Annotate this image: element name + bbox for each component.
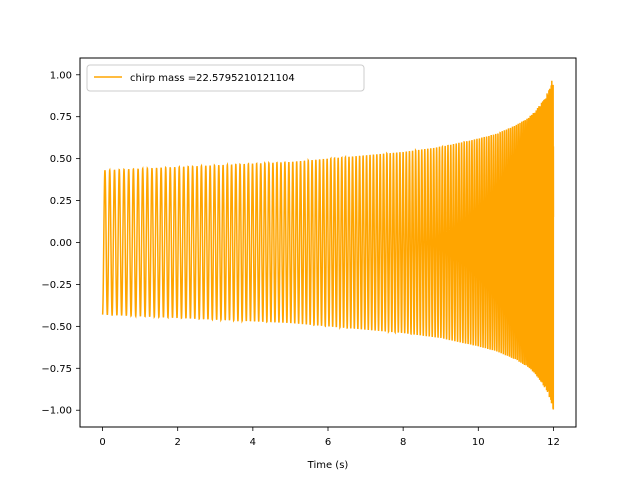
legend-label: chirp mass =22.5795210121104 [130,73,295,84]
y-tick-label: −0.50 [41,322,72,333]
x-tick-label: 6 [325,437,331,448]
y-tick-label: −1.00 [41,406,72,417]
y-tick-label: 0.75 [50,112,72,123]
y-axis-ticks: −1.00 −0.75 −0.50 −0.25 0.00 0.25 0.50 0.75 1.00 [41,70,80,417]
y-tick-label: 1.00 [50,70,72,81]
y-tick-label: −0.25 [41,280,72,291]
x-tick-label: 2 [175,437,181,448]
series-line-chirp [101,80,555,410]
plot-layer [101,80,555,410]
x-tick-label: 0 [99,437,105,448]
x-tick-label: 4 [250,437,256,448]
y-tick-label: 0.25 [50,196,72,207]
x-tick-label: 12 [547,437,560,448]
y-tick-label: −0.75 [41,364,72,375]
y-tick-label: 0.50 [50,154,72,165]
x-tick-label: 10 [472,437,485,448]
x-axis-ticks: 0 2 4 6 8 10 12 [99,427,560,448]
legend-box [86,64,365,92]
legend: chirp mass =22.5795210121104 [86,64,365,92]
x-tick-label: 8 [400,437,406,448]
y-tick-label: 0.00 [50,238,72,249]
x-axis-label: Time (s) [307,460,349,471]
